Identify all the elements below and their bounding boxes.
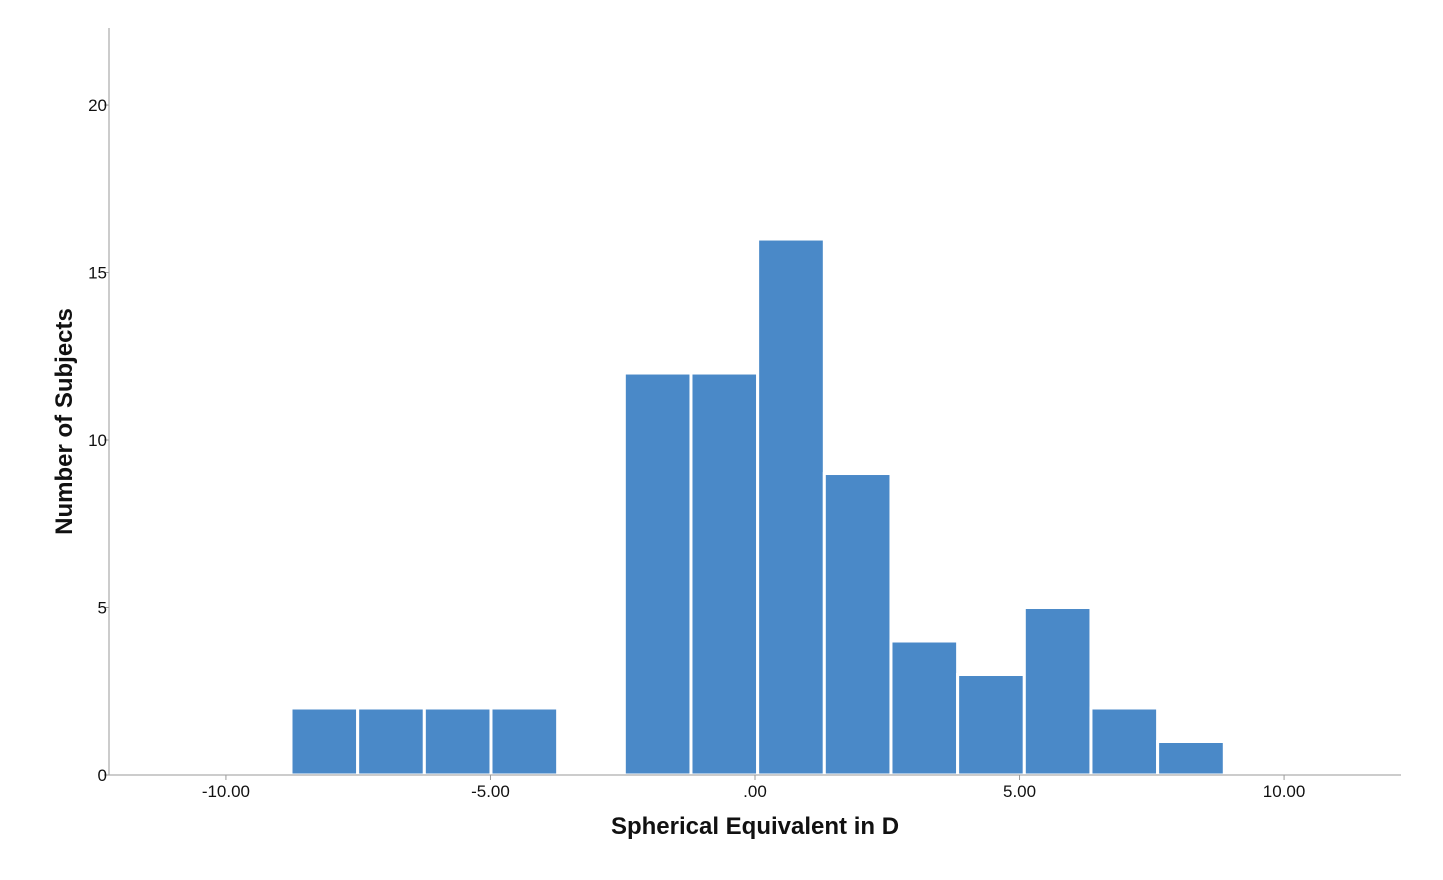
histogram-bar-2: [422, 706, 493, 777]
histogram-bar-0: [289, 706, 360, 777]
x-axis-title: Spherical Equivalent in D: [611, 813, 899, 840]
x-axis-ticks: -10.00 -5.00 .00 5.00 10.00: [202, 775, 1306, 801]
histogram-bar-11: [1022, 606, 1093, 777]
y-tick-label: 10: [88, 431, 107, 450]
histogram-bar-8: [822, 472, 893, 777]
y-tick-label: 15: [88, 264, 107, 283]
histogram-bar-7: [756, 237, 826, 777]
histogram-bar-3: [489, 706, 560, 777]
x-tick-label: -5.00: [471, 782, 510, 801]
histogram-bar-6: [689, 371, 760, 777]
y-tick-label: 20: [88, 96, 107, 115]
x-tick-label: .00: [743, 782, 767, 801]
histogram-bar-12: [1089, 706, 1160, 777]
x-tick-label: 10.00: [1263, 782, 1306, 801]
histogram-bar-5: [622, 371, 693, 777]
histogram-bar-10: [956, 673, 1026, 777]
y-axis-title: Number of Subjects: [51, 308, 78, 535]
y-tick-label: 0: [98, 766, 107, 785]
y-axis-ticks: 0 5 10 15 20: [88, 96, 109, 785]
histogram-bar-9: [889, 639, 960, 777]
x-tick-label: -10.00: [202, 782, 250, 801]
y-tick-label: 5: [98, 599, 107, 618]
histogram-bar-1: [356, 706, 426, 777]
histogram-bar-13: [1156, 740, 1226, 777]
bars-group: [289, 237, 1226, 777]
x-tick-label: 5.00: [1003, 782, 1036, 801]
